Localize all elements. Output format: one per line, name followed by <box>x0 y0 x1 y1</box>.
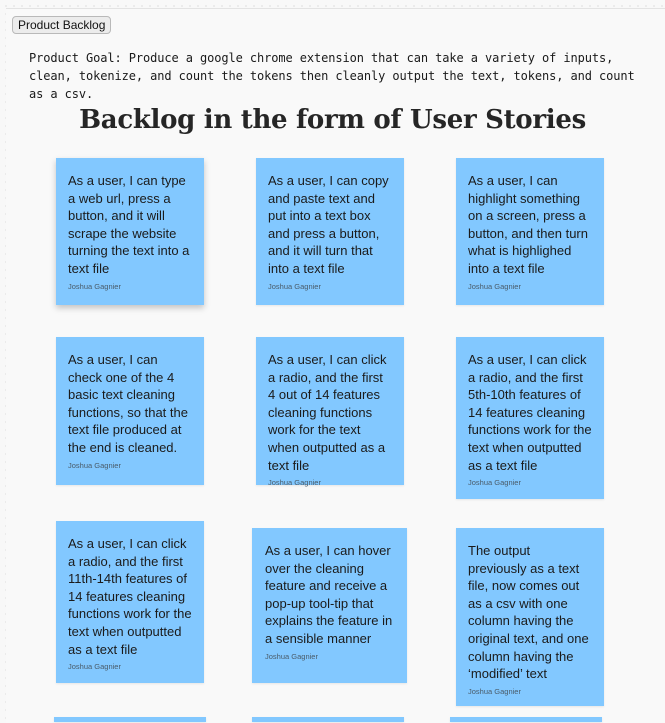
sticky-note-author: Joshua Gagnier <box>468 686 521 696</box>
sticky-note-author: Joshua Gagnier <box>468 478 521 488</box>
sticky-note[interactable]: As a user, I can hover over the cleaning… <box>252 528 407 683</box>
page-title: Backlog in the form of User Stories <box>79 105 586 135</box>
sticky-note[interactable]: The output previously as a text file, no… <box>456 528 604 706</box>
sticky-note-text: As a user, I can click a radio, and the … <box>468 352 592 473</box>
sticky-note-text: As a user, I can click a radio, and the … <box>68 536 192 657</box>
product-backlog-button[interactable]: Product Backlog <box>12 16 112 34</box>
sticky-note[interactable]: As a user, I can highlight something on … <box>456 158 604 305</box>
sticky-note-author: Joshua Gagnier <box>68 460 121 470</box>
sticky-note-partial[interactable] <box>252 717 404 722</box>
sticky-note-text: As a user, I can highlight something on … <box>468 173 588 276</box>
sticky-note-text: As a user, I can click a radio, and the … <box>268 352 387 473</box>
sticky-note-author: Joshua Gagnier <box>468 281 521 291</box>
sticky-note[interactable]: As a user, I can click a radio, and the … <box>256 337 404 488</box>
sticky-note-author: Joshua Gagnier <box>68 281 121 291</box>
sticky-note[interactable]: As a user, I can type a web url, press a… <box>56 158 204 305</box>
sticky-note[interactable]: As a user, I can click a radio, and the … <box>456 337 604 499</box>
sticky-note-text: As a user, I can hover over the cleaning… <box>265 543 393 646</box>
product-goal-text: Product Goal: Produce a google chrome ex… <box>29 51 635 101</box>
sticky-note-author: Joshua Gagnier <box>265 651 318 661</box>
sticky-note-partial[interactable] <box>54 717 206 722</box>
sticky-note-author: Joshua Gagnier <box>68 662 121 672</box>
sticky-note-text: The output previously as a text file, no… <box>468 543 589 682</box>
sticky-note[interactable]: As a user, I can copy and paste text and… <box>256 158 404 305</box>
sticky-note[interactable]: As a user, I can click a radio, and the … <box>56 521 204 683</box>
sticky-note-partial[interactable] <box>450 717 602 722</box>
sticky-note-author: Joshua Gagnier <box>268 478 321 488</box>
sticky-note-text: As a user, I can type a web url, press a… <box>68 173 190 276</box>
sticky-note-author: Joshua Gagnier <box>268 281 321 291</box>
sticky-note-text: As a user, I can check one of the 4 basi… <box>68 352 188 455</box>
sticky-note[interactable]: As a user, I can check one of the 4 basi… <box>56 337 204 485</box>
sticky-note-text: As a user, I can copy and paste text and… <box>268 173 389 276</box>
